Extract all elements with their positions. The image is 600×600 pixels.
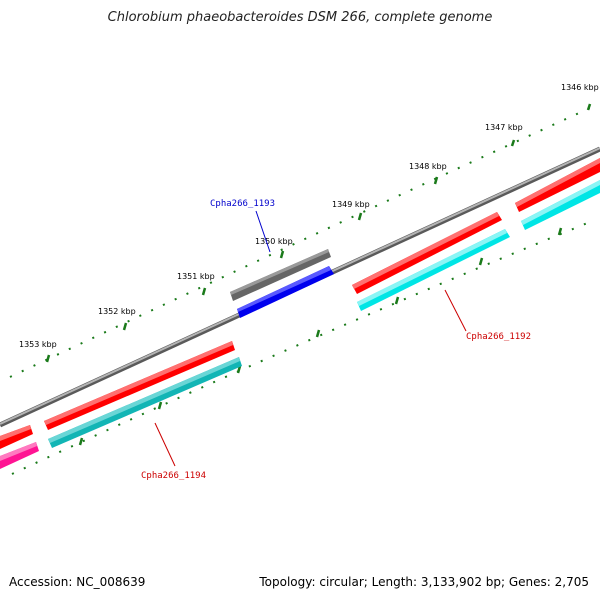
gene-cpha266-1194[interactable] (44, 341, 235, 430)
cds-cpha266-1194[interactable] (48, 357, 242, 448)
scale-label-1346: 1346 kbp (561, 83, 599, 92)
label-cpha266-1194[interactable]: Cpha266_1194 (141, 471, 206, 481)
gene-right-edge[interactable] (515, 158, 600, 212)
scale-label-1352: 1352 kbp (98, 307, 136, 316)
label-cpha266-1192[interactable]: Cpha266_1192 (466, 332, 531, 342)
scale-label-1353: 1353 kbp (19, 340, 57, 349)
gene-cpha266-1193[interactable] (230, 249, 331, 301)
label-cpha266-1193[interactable]: Cpha266_1193 (210, 199, 275, 209)
leader-cpha266-1194 (154, 422, 176, 467)
scale-label-1347: 1347 kbp (485, 123, 523, 132)
gene-cpha266-1192[interactable] (352, 212, 502, 294)
scale-label-1351: 1351 kbp (177, 272, 215, 281)
map-title: Chlorobium phaeobacteroides DSM 266, com… (107, 10, 493, 25)
inner-scale-track (11, 221, 591, 475)
accession-text: Accession: NC_008639 (9, 575, 146, 589)
gene-left-edge[interactable] (0, 425, 33, 449)
scale-label-1349: 1349 kbp (332, 200, 370, 209)
genome-summary-text: Topology: circular; Length: 3,133,902 bp… (259, 575, 589, 589)
leader-cpha266-1193 (255, 210, 271, 253)
scale-label-1348: 1348 kbp (409, 162, 447, 171)
cds-right-edge[interactable] (521, 180, 600, 230)
major-ticks (45, 103, 592, 446)
scale-label-1350: 1350 kbp (255, 237, 293, 246)
leader-cpha266-1192 (444, 289, 467, 332)
cds-cpha266-1192[interactable] (357, 229, 510, 311)
cds-cpha266-1193[interactable] (237, 266, 334, 318)
cds-left-edge-magenta[interactable] (0, 442, 39, 469)
